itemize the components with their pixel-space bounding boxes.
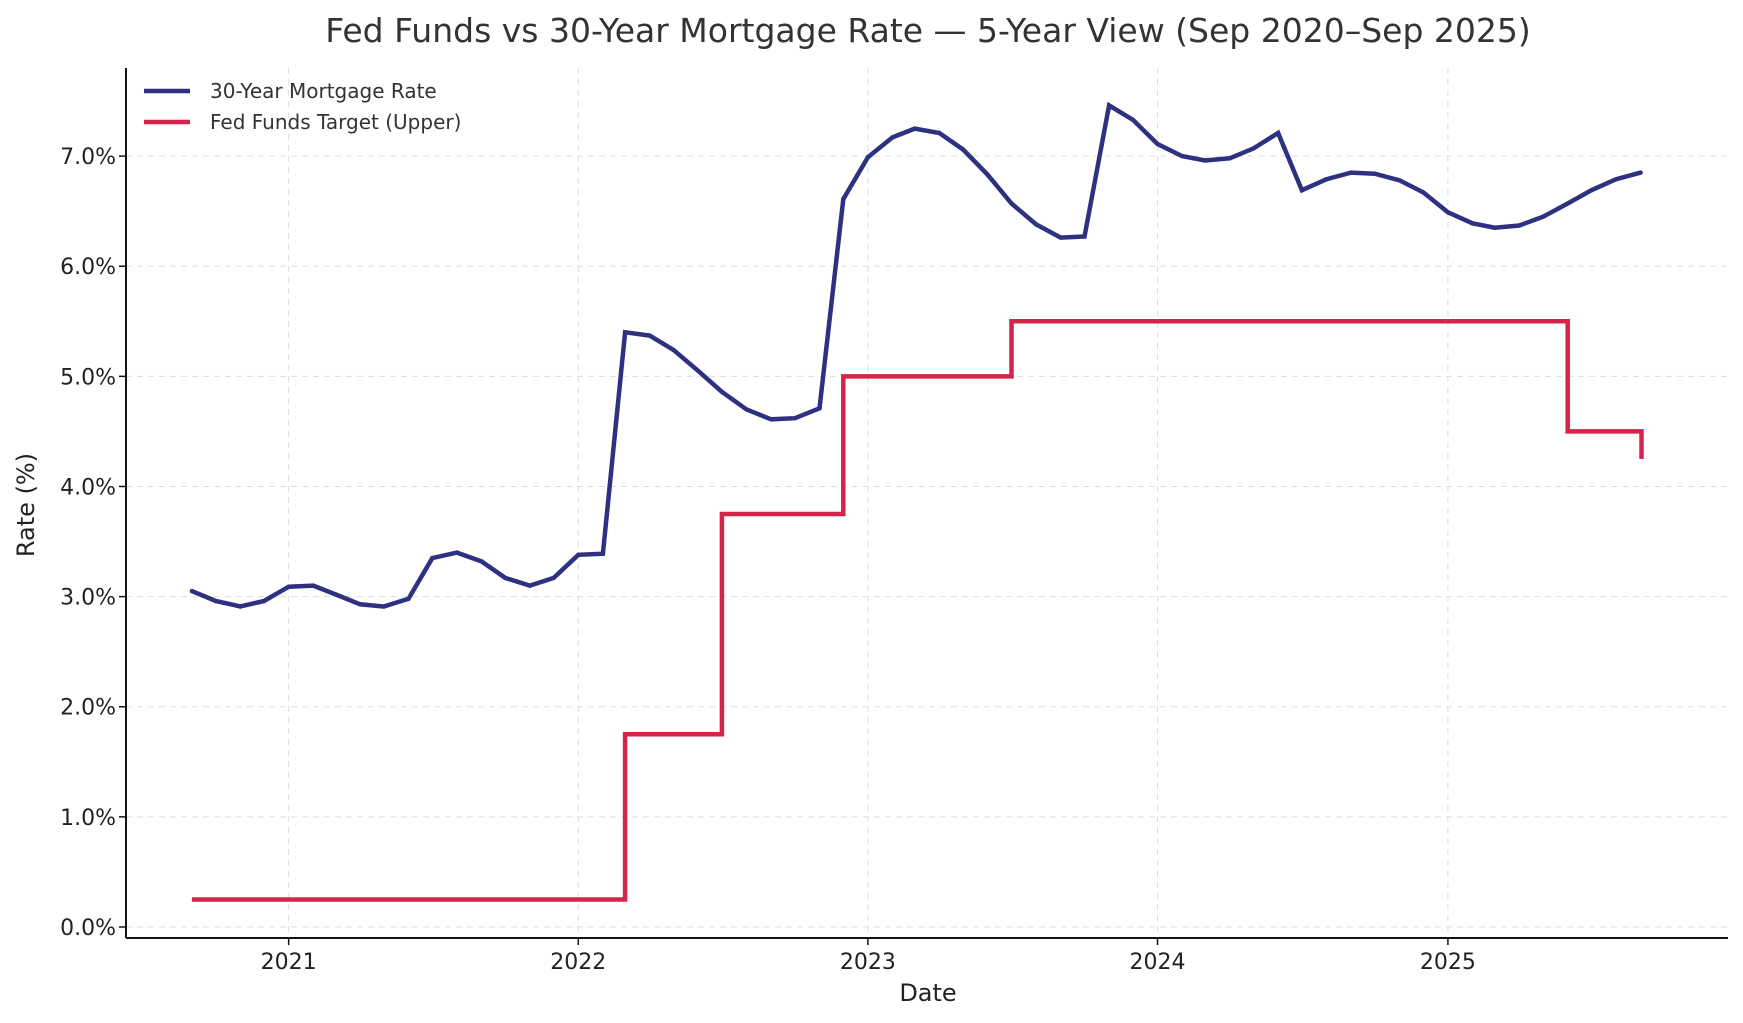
y-tick-label: 1.0% xyxy=(60,806,116,831)
y-axis-label: Rate (%) xyxy=(12,453,40,557)
y-tick-label: 5.0% xyxy=(60,365,116,390)
data-point xyxy=(671,347,676,353)
data-point xyxy=(1638,170,1643,175)
series-1 xyxy=(191,319,1644,902)
data-point xyxy=(1082,234,1087,239)
grid xyxy=(126,68,1728,938)
data-point xyxy=(1421,190,1426,195)
y-tick-label: 2.0% xyxy=(60,696,116,721)
data-point xyxy=(719,389,725,394)
data-point xyxy=(841,196,846,202)
legend: 30-Year Mortgage Rate Fed Funds Target (U… xyxy=(144,79,461,134)
data-point xyxy=(1275,130,1281,136)
data-point xyxy=(333,592,338,597)
tick-labels: 0.0% 1.0% 2.0% 3.0% 4.0% 5.0% 6.0% 7.0% 2021 2022… xyxy=(60,145,1476,975)
data-point xyxy=(960,147,966,152)
data-point xyxy=(1009,201,1014,206)
data-point xyxy=(1348,170,1354,175)
legend-item: 30-Year Mortgage Rate xyxy=(144,79,437,103)
data-point xyxy=(1251,146,1256,151)
series-line-0 xyxy=(191,101,1642,609)
data-point xyxy=(311,583,316,588)
data-point xyxy=(1589,188,1594,193)
data-point xyxy=(744,407,749,412)
legend-label: Fed Funds Target (Upper) xyxy=(210,110,461,134)
x-tick-label: 2025 xyxy=(1420,950,1476,975)
data-point xyxy=(1179,153,1185,159)
data-point xyxy=(527,583,533,588)
y-tick-label: 0.0% xyxy=(60,916,116,941)
data-point xyxy=(865,155,871,160)
data-point xyxy=(1613,177,1619,182)
data-point xyxy=(1058,235,1063,240)
data-point xyxy=(1372,171,1378,176)
data-point xyxy=(430,555,435,561)
data-point xyxy=(551,575,556,581)
data-point xyxy=(622,330,628,335)
axes xyxy=(119,68,1728,945)
data-point xyxy=(1324,177,1329,182)
x-tick-label: 2023 xyxy=(840,950,896,975)
x-axis-label: Date xyxy=(899,979,956,1007)
x-tick-label: 2021 xyxy=(261,950,317,975)
data-point xyxy=(1517,223,1522,228)
y-tick-label: 4.0% xyxy=(60,475,116,500)
data-point xyxy=(600,551,606,556)
data-point xyxy=(381,604,387,609)
data-point xyxy=(768,417,774,422)
legend-label: 30-Year Mortgage Rate xyxy=(210,79,437,103)
data-point xyxy=(1202,158,1208,163)
y-tick-label: 7.0% xyxy=(60,145,116,170)
data-point xyxy=(890,135,895,140)
data-point xyxy=(1033,222,1039,227)
chart-title: Fed Funds vs 30-Year Mortgage Rate — 5-Y… xyxy=(325,11,1531,50)
data-point xyxy=(189,588,195,594)
data-point xyxy=(286,584,291,589)
data-point xyxy=(479,559,484,564)
data-point xyxy=(1397,178,1402,183)
data-point xyxy=(695,368,701,374)
legend-item: Fed Funds Target (Upper) xyxy=(144,110,461,134)
series-layer xyxy=(189,101,1644,902)
data-point xyxy=(357,602,363,607)
y-tick-label: 6.0% xyxy=(60,255,116,280)
data-point xyxy=(213,598,218,604)
data-point xyxy=(454,550,460,555)
data-point xyxy=(1492,225,1497,230)
data-point xyxy=(503,575,508,581)
data-point xyxy=(261,598,267,604)
x-tick-label: 2024 xyxy=(1130,950,1186,975)
data-point xyxy=(647,333,652,338)
data-point xyxy=(576,552,581,557)
data-point xyxy=(817,406,822,411)
data-point xyxy=(1445,210,1451,215)
data-point xyxy=(1155,141,1160,147)
data-point xyxy=(937,130,942,136)
data-point xyxy=(1470,221,1475,226)
data-point xyxy=(792,416,798,421)
data-point xyxy=(238,604,243,609)
data-point xyxy=(1565,201,1570,206)
data-point xyxy=(912,126,917,131)
data-point xyxy=(1299,188,1305,193)
series-0 xyxy=(189,101,1643,609)
data-point xyxy=(1227,156,1232,161)
series-line-1 xyxy=(191,319,1644,902)
x-tick-label: 2022 xyxy=(550,950,606,975)
data-point xyxy=(406,596,411,602)
data-point xyxy=(1106,103,1112,108)
data-point xyxy=(1540,214,1546,219)
data-point xyxy=(985,172,990,178)
data-point xyxy=(1130,117,1136,122)
y-tick-label: 3.0% xyxy=(60,586,116,611)
